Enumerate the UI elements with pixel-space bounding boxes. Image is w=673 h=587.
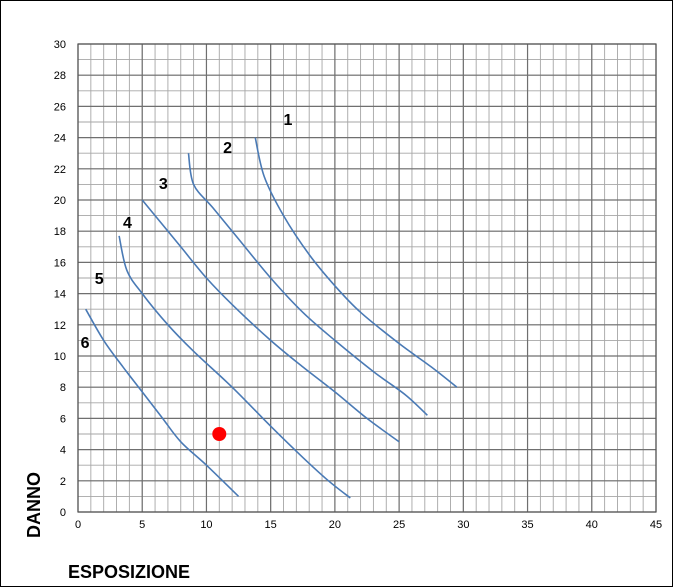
x-tick-label: 25	[393, 519, 405, 531]
risk-curves	[85, 137, 458, 499]
y-tick-label: 30	[54, 39, 66, 51]
plot-border	[77, 43, 657, 513]
x-tick-label: 35	[521, 519, 533, 531]
curve-label-4: 4	[123, 215, 132, 232]
x-tick-label: 30	[457, 519, 469, 531]
x-tick-label: 0	[75, 519, 81, 531]
minor-grid	[77, 43, 657, 513]
y-tick-label: 16	[54, 257, 66, 269]
curve-4	[118, 235, 351, 499]
x-tick-label: 10	[200, 519, 212, 531]
y-tick-label: 26	[54, 101, 66, 113]
data-markers	[212, 427, 227, 441]
curve-label-6: 6	[81, 335, 90, 352]
x-tick-label: 15	[265, 519, 277, 531]
y-tick-label: 0	[60, 507, 66, 519]
y-tick-label: 20	[54, 195, 66, 207]
curve-3	[141, 199, 400, 443]
curve-label-2: 2	[223, 140, 232, 157]
y-tick-label: 18	[54, 226, 66, 238]
y-tick-label: 24	[54, 133, 66, 145]
curve-label-5: 5	[95, 271, 104, 288]
curve-2	[187, 153, 428, 416]
x-tick-label: 45	[650, 519, 662, 531]
curve-label-3: 3	[159, 176, 168, 193]
x-axis-title: ESPOSIZIONE	[68, 562, 190, 582]
curve-1	[254, 137, 458, 388]
data-point-marker	[212, 427, 227, 441]
y-tick-label: 6	[60, 413, 66, 425]
curve-5	[85, 308, 240, 497]
y-tick-label: 22	[54, 164, 66, 176]
y-axis-title: DANNO	[24, 472, 44, 538]
x-tick-label: 20	[329, 519, 341, 531]
curve-labels: 1 2 3 4 5 6	[81, 112, 293, 352]
curve-label-1: 1	[284, 112, 293, 129]
y-tick-label: 8	[60, 382, 66, 394]
y-tick-label: 4	[60, 445, 66, 457]
x-tick-label: 40	[586, 519, 598, 531]
y-tick-label: 10	[54, 351, 66, 363]
y-tick-label: 28	[54, 70, 66, 82]
x-tick-label: 5	[139, 519, 145, 531]
x-tick-labels: 0 5 10 15 20 25 30 35 40 45	[75, 519, 662, 531]
y-tick-label: 12	[54, 320, 66, 332]
y-tick-label: 2	[60, 476, 66, 488]
y-tick-label: 14	[54, 289, 66, 301]
